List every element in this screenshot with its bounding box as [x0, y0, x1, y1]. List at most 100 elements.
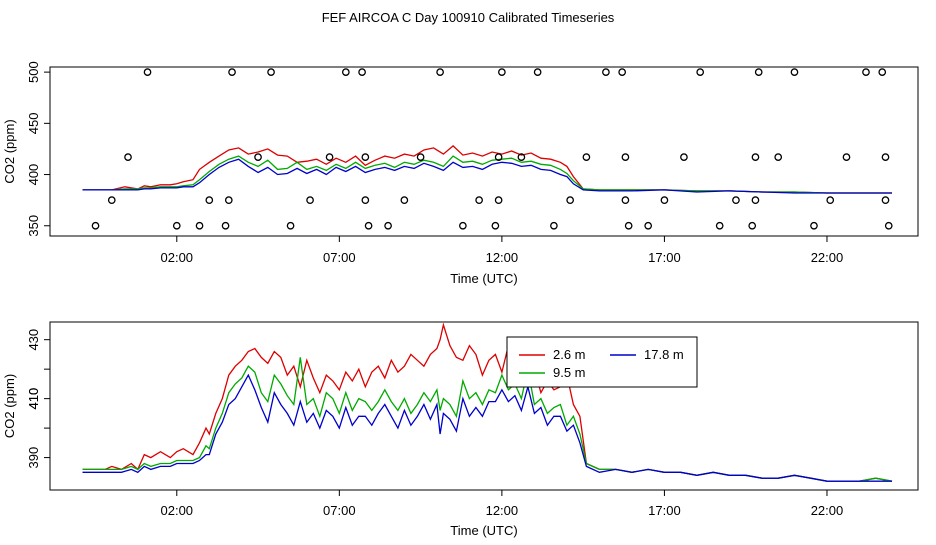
series-line-2-6-m: [82, 323, 893, 482]
x-tick-label: 12:00: [486, 250, 519, 265]
data-point-marker: [774, 153, 783, 161]
y-tick-label: 350: [26, 215, 41, 237]
plot-frame: [49, 321, 919, 491]
data-point-marker: [732, 196, 740, 205]
chart-title: FEF AIRCOA C Day 100910 Calibrated Times…: [322, 10, 615, 25]
data-point-marker: [195, 221, 204, 230]
data-point-marker: [715, 221, 724, 230]
data-point-marker: [364, 221, 373, 230]
data-point-marker: [624, 221, 633, 230]
x-tick-label: 17:00: [648, 250, 681, 265]
data-point-marker: [361, 153, 370, 161]
data-point-marker: [550, 221, 558, 230]
data-point-marker: [205, 196, 214, 205]
data-point-marker: [751, 196, 760, 205]
x-tick-label: 02:00: [161, 503, 194, 518]
plot-panel-1: 02:00 07:00 12:00 17:00 22:00 350 400 450 500 Tim…: [2, 61, 919, 286]
y-tick-label: 430: [26, 329, 41, 351]
data-point-marker: [754, 68, 763, 76]
data-point-marker: [498, 68, 506, 76]
series-line-9-5-m: [82, 357, 893, 482]
x-tick-label: 07:00: [323, 250, 356, 265]
data-point-marker: [517, 153, 526, 161]
data-point-marker: [491, 221, 500, 230]
data-point-marker: [582, 153, 591, 161]
x-tick-label: 22:00: [811, 503, 844, 518]
data-point-marker: [494, 153, 503, 161]
x-tick-label: 07:00: [323, 503, 356, 518]
data-point-marker: [878, 68, 887, 76]
series-line-17-8-m: [82, 373, 892, 482]
legend-box: [506, 336, 698, 388]
y-tick-label: 500: [26, 61, 41, 83]
data-point-marker: [400, 196, 409, 205]
legend-label: 9.5 m: [553, 365, 586, 380]
data-point-marker: [143, 68, 152, 76]
data-point-marker: [325, 153, 334, 161]
data-point-marker: [826, 196, 835, 205]
data-point-marker: [254, 153, 262, 161]
series-line-1-1: [82, 145, 892, 194]
data-point-marker: [790, 68, 799, 76]
x-tick-label: 17:00: [648, 503, 681, 518]
y-axis-label: CO2 (ppm): [2, 119, 17, 183]
data-point-marker: [748, 221, 757, 230]
data-point-marker: [124, 153, 132, 161]
data-point-marker: [680, 153, 688, 161]
data-point-marker: [459, 221, 467, 230]
data-point-marker: [228, 68, 236, 76]
data-point-marker: [644, 221, 653, 230]
data-point-marker: [810, 221, 818, 230]
data-point-marker: [751, 153, 760, 161]
data-point-marker: [384, 221, 392, 230]
y-tick-label: 390: [26, 447, 41, 469]
legend: 2.6 m 17.8 m 9.5 m: [506, 336, 698, 388]
legend-label: 17.8 m: [644, 347, 684, 362]
x-axis-label: Time (UTC): [450, 271, 517, 286]
data-point-marker: [494, 196, 503, 205]
data-point-marker: [881, 196, 890, 205]
legend-label: 2.6 m: [553, 347, 586, 362]
data-point-marker: [696, 68, 705, 76]
data-point-marker: [267, 68, 275, 76]
data-point-marker: [862, 68, 870, 76]
data-point-marker: [475, 196, 483, 205]
chart-panels: 02:00 07:00 12:00 17:00 22:00 350 400 450 500 Tim…: [2, 61, 919, 538]
data-point-marker: [286, 221, 295, 230]
data-point-marker: [358, 68, 366, 76]
y-tick-label: 410: [26, 388, 41, 410]
data-point-marker: [881, 153, 890, 161]
data-point-marker: [341, 68, 350, 76]
series-line-1-3: [82, 158, 892, 194]
data-point-marker: [621, 196, 630, 205]
x-tick-label: 12:00: [486, 503, 519, 518]
x-tick-label: 02:00: [161, 250, 194, 265]
y-tick-label: 400: [26, 164, 41, 186]
data-point-marker: [884, 221, 893, 230]
data-point-marker: [660, 196, 669, 205]
y-tick-label: 450: [26, 112, 41, 134]
data-point-marker: [416, 153, 425, 161]
data-point-marker: [436, 68, 444, 76]
data-point-marker: [842, 153, 851, 161]
data-point-marker: [618, 68, 627, 76]
data-point-marker: [91, 221, 100, 230]
data-point-marker: [224, 196, 233, 205]
data-point-marker: [361, 196, 370, 205]
plot-panel-2: 02:00 07:00 12:00 17:00 22:00390410410430Tim…: [2, 321, 919, 538]
x-tick-label: 22:00: [811, 250, 844, 265]
data-point-marker: [566, 196, 574, 205]
series-line-1-2: [82, 155, 892, 194]
plot-frame: [49, 66, 919, 237]
data-point-marker: [306, 196, 314, 205]
data-point-marker: [221, 221, 230, 230]
x-axis-label: Time (UTC): [450, 523, 517, 538]
y-tick-label: 410: [26, 388, 41, 410]
y-axis-label: CO2 (ppm): [2, 374, 17, 438]
data-point-marker: [107, 196, 116, 205]
data-point-marker: [621, 153, 630, 161]
data-point-marker: [602, 68, 610, 76]
data-point-marker: [172, 221, 181, 230]
